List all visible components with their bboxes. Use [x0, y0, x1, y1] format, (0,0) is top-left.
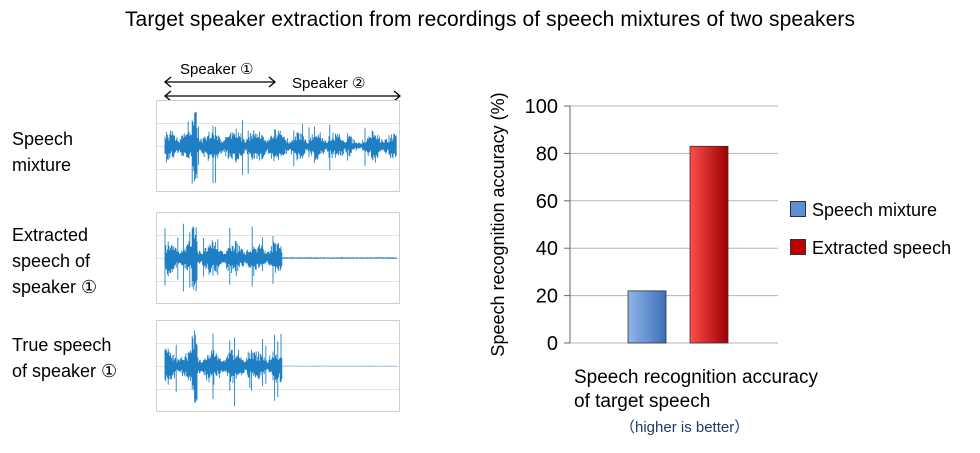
legend-swatch-extracted — [790, 239, 806, 255]
y-tick-label-0: 0 — [547, 333, 558, 355]
legend-item-mixture: Speech mixture — [790, 200, 937, 221]
waveform-mixture-plot — [164, 111, 397, 184]
waveform-true — [156, 320, 400, 412]
waveform-trace — [164, 330, 397, 407]
row-label-true: True speech of speaker ① — [12, 335, 118, 381]
waveform-mixture — [156, 100, 400, 192]
y-tick-label-80: 80 — [536, 143, 558, 165]
row-label-mixture: Speech mixture — [12, 129, 74, 175]
x-axis-label: Speech recognition accuracy of target sp… — [574, 367, 818, 412]
higher-is-better-note: （higher is better） — [620, 419, 750, 436]
bar-extracted-speech — [689, 145, 729, 344]
speaker2-label: Speaker ② — [292, 75, 366, 92]
y-tick-label-20: 20 — [536, 286, 558, 308]
row-label-extracted: Extracted speech of speaker ① — [12, 225, 98, 297]
y-tick-label-60: 60 — [536, 191, 558, 213]
y-tick-label-100: 100 — [525, 96, 558, 118]
y-axis-label: Speech recognition accuracy (%) — [488, 92, 508, 356]
bar-speech-mixture — [627, 290, 667, 344]
waveform-trace — [164, 111, 397, 184]
accuracy-bar-chart: Speech recognition accuracy (%) 0 20 40 60 80… — [488, 92, 778, 357]
waveform-extracted — [156, 212, 400, 304]
figure-title: Target speaker extraction from recording… — [124, 8, 856, 31]
waveform-extracted-plot — [164, 223, 397, 292]
speaker1-label: Speaker ① — [180, 61, 254, 78]
legend-item-extracted: Extracted speech — [790, 238, 951, 259]
waveform-true-plot — [164, 330, 397, 407]
waveform-trace — [164, 223, 397, 292]
y-tick-label-40: 40 — [536, 238, 558, 260]
legend-swatch-mixture — [790, 201, 806, 217]
